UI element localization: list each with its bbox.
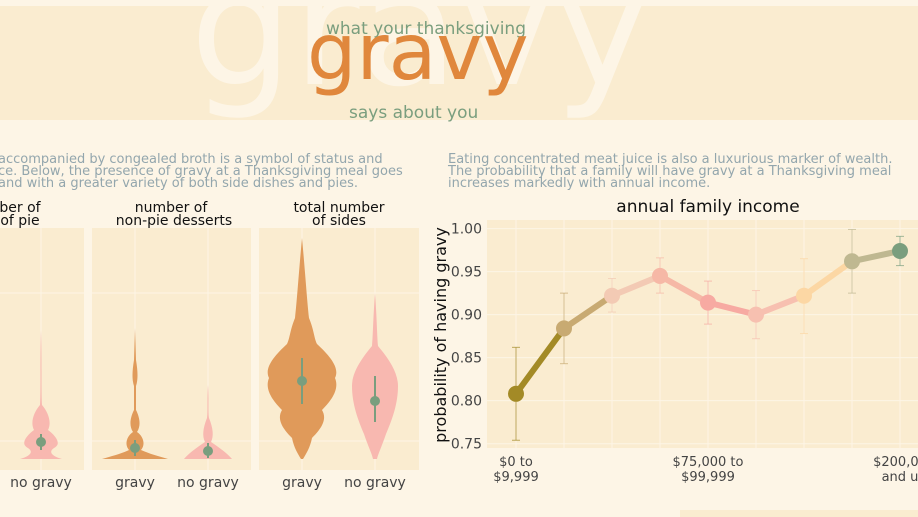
violin-1-x-label: no gravy bbox=[10, 475, 72, 491]
left-paragraph: accompanied by congealed broth is a symb… bbox=[0, 152, 403, 191]
line-segment bbox=[705, 299, 759, 318]
violin-2-no-gravy bbox=[184, 385, 232, 459]
line-chart-segments bbox=[513, 247, 903, 397]
pre-title: what your thanksgiving bbox=[326, 19, 526, 39]
left-paragraph-line: accompanied by congealed broth is a symb… bbox=[0, 152, 383, 167]
left-paragraph-line: and with a greater variety of both side … bbox=[0, 176, 359, 191]
data-point bbox=[796, 287, 812, 304]
violin-3-x-label-gravy: gravy bbox=[282, 475, 322, 491]
violin-mean-markers bbox=[36, 358, 380, 458]
violin-1-title-line: ber of bbox=[0, 200, 42, 216]
data-point bbox=[844, 253, 860, 270]
data-point bbox=[892, 242, 908, 259]
line-segment bbox=[849, 247, 903, 265]
violin-2-x-label-gravy: gravy bbox=[115, 475, 155, 491]
data-point bbox=[556, 320, 572, 337]
page-title: gravy bbox=[307, 8, 529, 98]
violin-3-gravy bbox=[267, 238, 337, 459]
line-segment bbox=[609, 272, 663, 299]
data-point bbox=[508, 385, 524, 402]
line-segment bbox=[513, 325, 567, 397]
right-paragraph-line: Eating concentrated meat juice is also a… bbox=[448, 152, 893, 167]
violin-3-title-line: of sides bbox=[312, 213, 366, 229]
line-chart-y-ticks: 0.75 0.80 0.85 0.90 0.95 1.00 bbox=[451, 222, 482, 453]
data-point bbox=[652, 267, 668, 284]
violin-2-x-label-no-gravy: no gravy bbox=[177, 475, 239, 491]
violin-1-no-gravy bbox=[20, 330, 62, 459]
post-title: says about you bbox=[349, 103, 479, 123]
line-segment bbox=[657, 272, 711, 306]
right-paragraph-line: The probability that a family will have … bbox=[448, 164, 892, 179]
line-segment bbox=[753, 292, 807, 318]
left-paragraph-line: ce. Below, the presence of gravy at a Th… bbox=[0, 164, 403, 179]
data-point bbox=[604, 287, 620, 304]
y-tick-label: 0.85 bbox=[451, 351, 482, 367]
violin-3-x-label-no-gravy: no gravy bbox=[344, 475, 406, 491]
x-tick-label: and u bbox=[882, 470, 918, 485]
x-tick-label: $200,00 bbox=[873, 455, 918, 470]
right-paragraph-line: increases markedly with annual income. bbox=[448, 176, 711, 191]
y-tick-label: 0.95 bbox=[451, 265, 482, 281]
line-segment bbox=[801, 258, 855, 299]
y-tick-label: 0.90 bbox=[451, 308, 482, 324]
x-tick-label: $9,999 bbox=[493, 470, 539, 485]
right-paragraph: Eating concentrated meat juice is also a… bbox=[448, 152, 893, 191]
watermark-text: gravy bbox=[190, 0, 651, 123]
data-point bbox=[700, 294, 716, 311]
y-tick-label: 0.80 bbox=[451, 394, 482, 410]
line-chart-title: annual family income bbox=[616, 197, 799, 217]
line-segment bbox=[561, 292, 615, 332]
x-tick-label: $0 to bbox=[499, 455, 533, 470]
data-point bbox=[748, 306, 764, 323]
violin-2-gravy bbox=[102, 328, 168, 459]
x-tick-label: $75,000 to bbox=[673, 455, 744, 470]
violin-2-title-line: number of bbox=[135, 200, 209, 216]
y-tick-label: 0.75 bbox=[451, 437, 482, 453]
violin-2-title-line: non-pie desserts bbox=[116, 213, 232, 229]
header-band bbox=[0, 6, 918, 120]
line-chart-y-label: probability of having gravy bbox=[431, 227, 450, 443]
violin-3-title-line: total number bbox=[293, 200, 384, 216]
line-chart-points bbox=[508, 242, 908, 402]
x-tick-label: $99,999 bbox=[681, 470, 735, 485]
y-tick-label: 1.00 bbox=[451, 222, 482, 238]
footer-strip bbox=[680, 510, 918, 517]
violin-panel-2-bg bbox=[92, 228, 251, 470]
violin-1-title-line: of pie bbox=[0, 213, 39, 229]
line-chart-x-ticks: $0 to$9,999 $75,000 to$99,999 $200,00and u bbox=[493, 455, 918, 485]
